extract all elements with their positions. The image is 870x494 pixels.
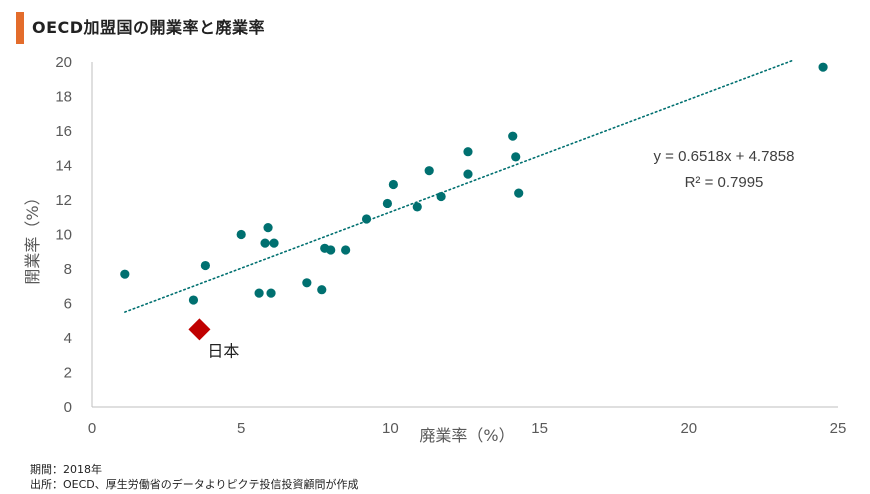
- axes: [91, 62, 838, 408]
- y-tick-label: 10: [55, 227, 72, 244]
- data-point: [317, 285, 327, 295]
- x-tick-label: 10: [382, 420, 399, 437]
- y-tick-label: 2: [64, 365, 72, 382]
- y-tick-label: 0: [64, 399, 72, 416]
- title-accent-bar: [16, 12, 24, 44]
- y-tick-label: 4: [64, 330, 72, 347]
- data-point: [382, 198, 393, 209]
- trendline-group: [124, 59, 795, 313]
- data-point: [361, 214, 372, 224]
- highlight-point-label: 日本: [207, 341, 239, 360]
- x-tick-label: 15: [531, 420, 548, 437]
- tick-labels: 0 5 10 15 20 25 0 2 4 6 8 10 12 14 16 18 20: [55, 54, 846, 437]
- data-point: [269, 238, 279, 248]
- trendline: [124, 59, 795, 313]
- data-point: [463, 147, 473, 157]
- data-point: [188, 295, 199, 305]
- data-point: [463, 169, 473, 179]
- y-tick-label: 20: [55, 54, 72, 71]
- highlight-point-marker: [188, 318, 211, 341]
- y-tick-label: 12: [55, 192, 72, 209]
- chart-title: OECD加盟国の開業率と廃業率: [32, 18, 266, 37]
- data-point: [424, 166, 434, 176]
- data-point: [120, 269, 130, 279]
- y-tick-label: 18: [55, 89, 72, 106]
- data-point: [388, 179, 398, 190]
- data-point: [508, 131, 518, 141]
- x-tick-label: 20: [680, 420, 697, 437]
- y-tick-label: 16: [55, 123, 72, 140]
- x-tick-label: 5: [237, 420, 245, 437]
- data-point: [260, 238, 270, 248]
- data-point: [436, 191, 446, 202]
- x-tick-label: 25: [830, 420, 847, 437]
- data-point: [263, 223, 273, 233]
- period-note: 期間：2018年: [30, 463, 102, 476]
- y-axis-label: 開業率（%）: [23, 189, 42, 284]
- x-axis-label: 廃業率（%）: [419, 426, 514, 445]
- highlight-group: 日本: [188, 318, 239, 360]
- data-point: [514, 188, 524, 198]
- y-tick-label: 8: [64, 261, 72, 278]
- data-point: [341, 245, 351, 255]
- data-point: [412, 202, 422, 212]
- data-point: [326, 245, 336, 255]
- data-point: [302, 278, 312, 288]
- trendline-r2: R² = 0.7995: [685, 174, 764, 191]
- source-note: 出所：OECD、厚生労働省のデータよりピクテ投信投資顧問が作成: [30, 478, 359, 491]
- data-point: [511, 152, 521, 162]
- data-point: [818, 62, 828, 72]
- data-point: [200, 260, 210, 271]
- data-point: [266, 288, 276, 298]
- x-tick-label: 0: [88, 420, 96, 437]
- trendline-equation: y = 0.6518x + 4.7858: [654, 148, 795, 165]
- data-point: [236, 229, 246, 240]
- data-points: [120, 62, 828, 305]
- y-tick-label: 6: [64, 296, 72, 313]
- data-point: [254, 288, 264, 298]
- y-tick-label: 14: [55, 158, 72, 175]
